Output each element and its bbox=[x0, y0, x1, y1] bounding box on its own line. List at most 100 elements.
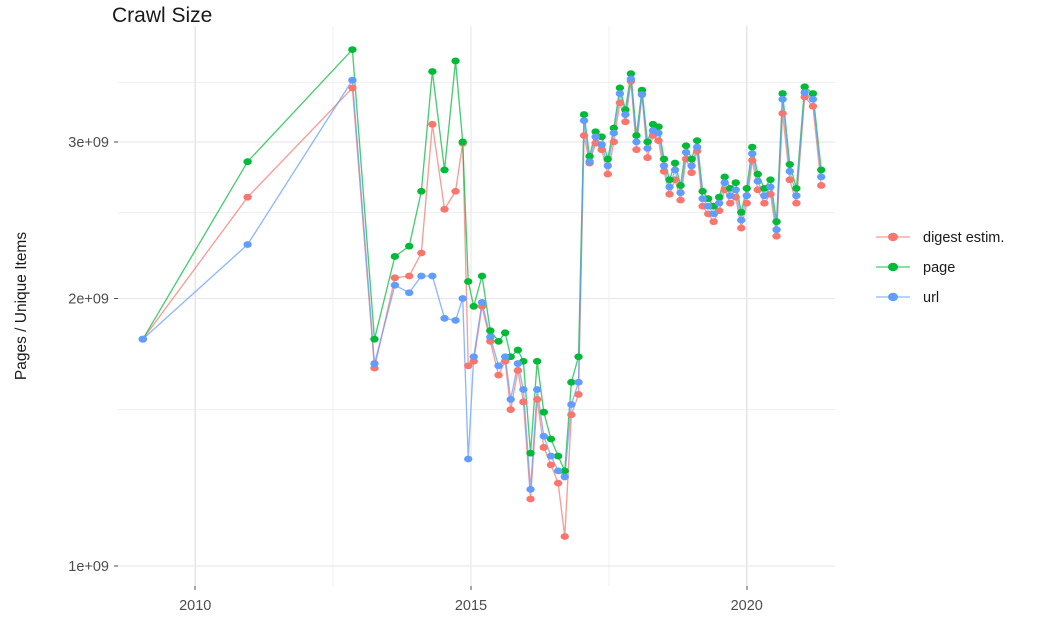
data-point bbox=[546, 461, 556, 469]
data-point bbox=[808, 90, 818, 97]
data-point bbox=[676, 182, 685, 189]
legend-key-point bbox=[888, 292, 898, 302]
data-point bbox=[621, 118, 630, 126]
data-point bbox=[772, 218, 781, 226]
legend-item-hitbox[interactable] bbox=[872, 254, 1047, 280]
data-point bbox=[709, 218, 718, 226]
data-point bbox=[579, 132, 589, 139]
data-point bbox=[390, 281, 400, 289]
data-point bbox=[417, 187, 426, 195]
data-point bbox=[753, 170, 762, 178]
data-point bbox=[609, 138, 619, 146]
data-point bbox=[785, 167, 794, 175]
data-point bbox=[621, 111, 630, 118]
data-point bbox=[720, 173, 729, 181]
data-point bbox=[632, 132, 641, 139]
data-point bbox=[560, 533, 569, 540]
data-point bbox=[519, 398, 528, 406]
data-point bbox=[494, 337, 503, 345]
data-point bbox=[553, 452, 563, 460]
data-point bbox=[546, 435, 556, 443]
data-point bbox=[469, 302, 478, 310]
data-point bbox=[494, 371, 503, 379]
data-point bbox=[574, 391, 583, 398]
data-point bbox=[748, 150, 757, 158]
data-point bbox=[676, 189, 685, 197]
data-point bbox=[526, 449, 535, 457]
data-point bbox=[737, 208, 746, 216]
legend-key-point bbox=[888, 232, 898, 242]
data-point bbox=[428, 120, 437, 128]
data-point bbox=[808, 102, 818, 110]
data-point bbox=[709, 210, 718, 218]
data-point bbox=[681, 148, 691, 156]
data-point bbox=[348, 76, 357, 84]
data-point bbox=[506, 406, 515, 413]
legend-item-digest-estim-[interactable]: digest estim. bbox=[872, 224, 1047, 250]
data-point bbox=[567, 401, 576, 408]
data-point bbox=[615, 90, 625, 97]
data-point bbox=[643, 144, 652, 152]
data-point bbox=[486, 333, 495, 341]
y-tick-label: 1e+09 bbox=[68, 559, 109, 575]
data-point bbox=[742, 199, 751, 207]
data-point bbox=[574, 353, 583, 361]
data-point bbox=[464, 455, 473, 463]
data-point bbox=[808, 95, 818, 103]
data-point bbox=[792, 199, 801, 207]
data-point bbox=[539, 432, 548, 440]
data-point bbox=[748, 143, 757, 151]
data-point bbox=[731, 179, 740, 186]
y-tick-label: 2e+09 bbox=[68, 291, 109, 307]
data-point bbox=[698, 195, 707, 203]
data-point bbox=[692, 143, 702, 151]
data-point bbox=[670, 159, 680, 167]
legend-item-hitbox[interactable] bbox=[872, 224, 1047, 250]
data-point bbox=[626, 70, 636, 78]
data-point bbox=[753, 186, 762, 194]
data-point bbox=[405, 242, 414, 250]
data-point bbox=[632, 138, 641, 146]
data-point bbox=[513, 367, 523, 374]
data-point bbox=[532, 386, 542, 393]
data-point bbox=[753, 177, 762, 185]
data-point bbox=[659, 155, 669, 163]
data-point bbox=[513, 360, 523, 367]
data-point bbox=[766, 183, 775, 191]
data-point bbox=[390, 253, 400, 260]
data-point bbox=[553, 479, 563, 487]
data-point bbox=[579, 117, 589, 125]
data-point bbox=[742, 184, 751, 192]
data-point bbox=[526, 485, 535, 493]
data-point bbox=[591, 128, 600, 136]
data-point bbox=[742, 192, 751, 200]
data-point bbox=[417, 272, 426, 280]
data-point bbox=[138, 335, 148, 343]
axis-layer: 1e+09 2e+09 3e+09 2010 2015 2020 bbox=[68, 135, 763, 614]
chart-legend: digest estim. page url bbox=[872, 224, 1047, 310]
data-point bbox=[603, 155, 612, 163]
y-axis-title: Pages / Unique Items bbox=[13, 232, 30, 380]
data-point bbox=[609, 129, 619, 137]
data-point bbox=[440, 314, 449, 322]
data-point bbox=[654, 137, 663, 145]
data-point bbox=[714, 199, 724, 207]
data-point bbox=[609, 124, 619, 132]
data-point bbox=[654, 123, 663, 131]
data-point bbox=[348, 46, 357, 53]
data-point bbox=[687, 162, 696, 170]
data-point bbox=[748, 156, 757, 164]
data-point bbox=[539, 444, 548, 451]
data-point bbox=[458, 138, 467, 146]
legend-label: url bbox=[923, 290, 939, 306]
legend-item-page[interactable]: page bbox=[872, 254, 1047, 280]
x-tick-label: 2020 bbox=[731, 598, 763, 614]
data-point bbox=[603, 162, 612, 170]
legend-item-hitbox[interactable] bbox=[872, 284, 1047, 310]
data-point bbox=[585, 158, 594, 166]
data-point bbox=[670, 166, 680, 174]
data-point bbox=[643, 138, 652, 146]
data-point bbox=[603, 170, 612, 178]
legend-item-url[interactable]: url bbox=[872, 284, 1047, 310]
